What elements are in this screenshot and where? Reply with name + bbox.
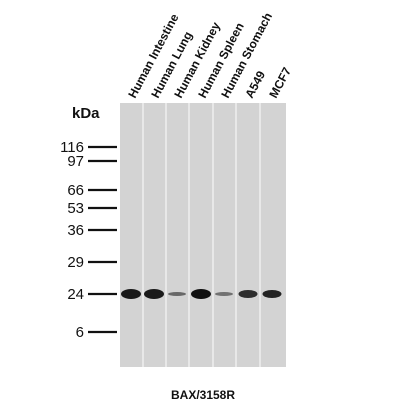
- protein-band: [144, 289, 164, 299]
- marker-label: 66: [67, 182, 84, 199]
- marker-label: 116: [60, 139, 84, 156]
- marker-label: 29: [67, 254, 84, 271]
- marker-label: 97: [67, 153, 84, 170]
- protein-band: [215, 292, 233, 296]
- membrane-background: [120, 103, 286, 367]
- lane-separators: [142, 103, 261, 367]
- marker-label: 36: [67, 222, 84, 239]
- protein-band: [262, 290, 282, 298]
- unit-label: kDa: [72, 105, 100, 122]
- antibody-caption: BAX/3158R: [171, 388, 235, 402]
- protein-bands: [121, 289, 282, 299]
- protein-band: [121, 289, 141, 299]
- marker-label: 24: [67, 286, 84, 303]
- marker-label: 53: [67, 200, 84, 217]
- protein-band: [238, 290, 258, 298]
- lane-label: A549: [242, 68, 268, 100]
- lane-label: MCF7: [266, 65, 294, 101]
- marker-label: 6: [76, 324, 84, 341]
- protein-band: [191, 289, 211, 299]
- protein-band: [168, 292, 186, 296]
